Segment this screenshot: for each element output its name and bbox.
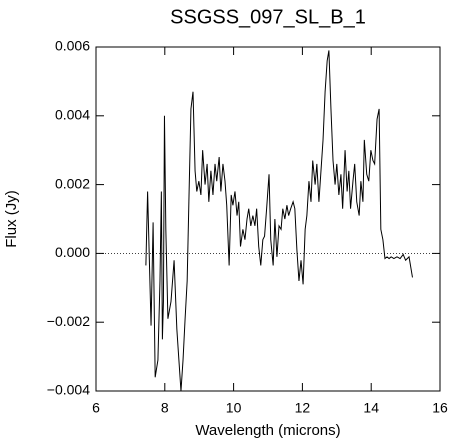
y-tick-label: −0.004 bbox=[47, 382, 90, 398]
y-tick-label: 0.002 bbox=[55, 175, 90, 191]
y-tick-label: 0.004 bbox=[55, 107, 90, 123]
x-tick-label: 8 bbox=[161, 400, 169, 416]
y-axis-label: Flux (Jy) bbox=[3, 190, 20, 248]
x-tick-label: 14 bbox=[363, 400, 379, 416]
x-tick-label: 10 bbox=[226, 400, 242, 416]
data-line bbox=[145, 50, 413, 392]
x-tick-label: 16 bbox=[432, 400, 448, 416]
x-axis-label: Wavelength (microns) bbox=[195, 422, 340, 439]
y-tick-label: 0.000 bbox=[55, 244, 90, 260]
x-tick-label: 12 bbox=[295, 400, 311, 416]
chart-title: SSGSS_097_SL_B_1 bbox=[170, 6, 366, 28]
y-tick-label: 0.006 bbox=[55, 38, 90, 54]
x-tick-label: 6 bbox=[92, 400, 100, 416]
plot-frame bbox=[95, 46, 441, 392]
y-tick-label: −0.002 bbox=[47, 313, 90, 329]
